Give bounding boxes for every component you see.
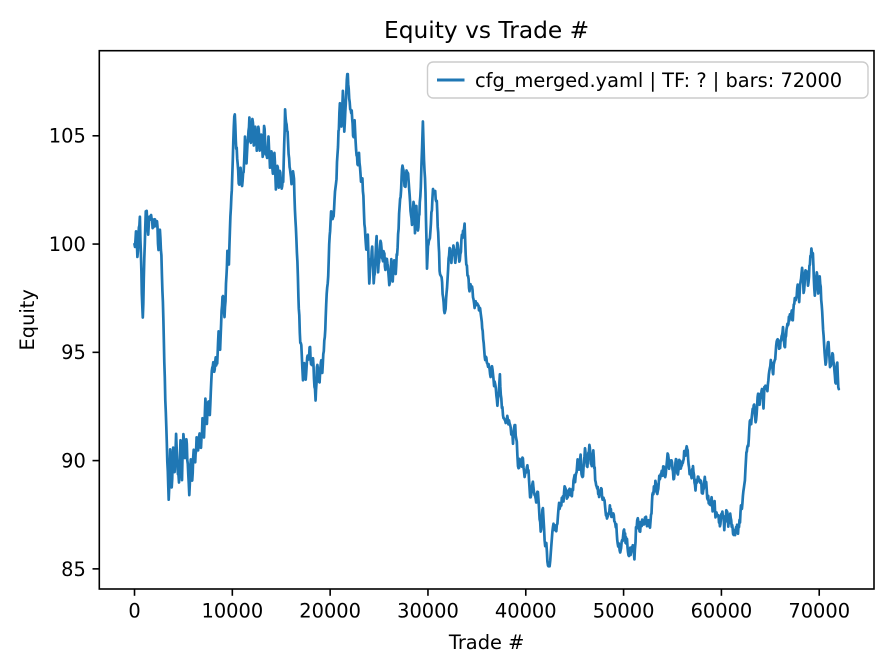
- x-tick-label: 20000: [299, 600, 361, 623]
- x-tick-label: 70000: [788, 600, 850, 623]
- y-tick-label: 90: [61, 449, 86, 472]
- y-tick-label: 95: [61, 341, 86, 364]
- x-tick-label: 40000: [495, 600, 557, 623]
- x-tick-label: 50000: [593, 600, 655, 623]
- x-tick-label: 10000: [201, 600, 263, 623]
- y-tick-label: 85: [61, 558, 86, 581]
- legend-label: cfg_merged.yaml | TF: ? | bars: 72000: [475, 69, 842, 92]
- y-tick-label: 100: [49, 233, 86, 256]
- x-tick-label: 60000: [691, 600, 753, 623]
- legend: cfg_merged.yaml | TF: ? | bars: 72000: [426, 61, 869, 99]
- y-axis-label: Equity: [16, 289, 39, 350]
- plot-border: [98, 49, 875, 590]
- x-tick-label: 0: [128, 600, 140, 623]
- x-axis-ticks: 0 10000 20000 30000 40000 50000 60000 70000: [128, 589, 850, 623]
- x-axis-label: Trade #: [448, 631, 525, 654]
- x-tick-label: 30000: [397, 600, 459, 623]
- y-tick-label: 105: [49, 125, 86, 148]
- legend-box: [426, 61, 869, 99]
- y-axis-ticks: 85 90 95 100 105: [49, 125, 100, 581]
- chart-title: Equity vs Trade #: [384, 17, 589, 44]
- equity-line: [133, 72, 841, 568]
